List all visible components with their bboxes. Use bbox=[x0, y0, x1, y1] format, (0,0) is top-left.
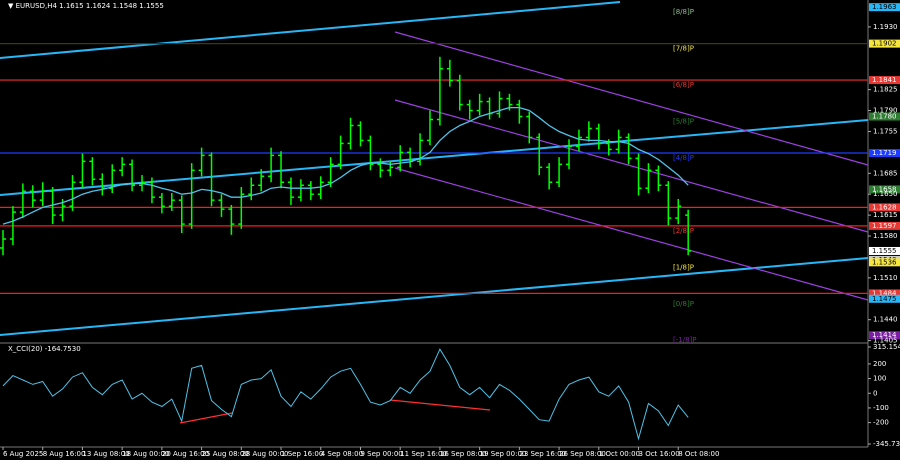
level-box bbox=[869, 112, 900, 121]
level-label: 1.1902 bbox=[872, 40, 897, 48]
channel-upper bbox=[0, 1, 621, 59]
x-tick-label: 19 Sep 00:00 bbox=[480, 450, 527, 458]
x-tick-label: 1 Oct 00:00 bbox=[599, 450, 640, 458]
indicator-tick-label: 200 bbox=[873, 360, 886, 368]
divergence-line bbox=[389, 399, 491, 411]
x-tick-label: 6 Aug 2025 bbox=[3, 450, 43, 458]
levels: 1.1963 [8/8]P 1.1902 [7/8]P 1.1841 [6/8]P 1.17… bbox=[0, 3, 900, 344]
level-box bbox=[869, 289, 900, 298]
level-box bbox=[869, 294, 900, 303]
level-box bbox=[869, 203, 900, 212]
x-tick-label: 4 Sep 08:00 bbox=[321, 450, 363, 458]
level-label: 1.1597 bbox=[872, 222, 897, 230]
level-box bbox=[869, 185, 900, 194]
y-tick-label: 1.1825 bbox=[873, 86, 898, 94]
y-tick-label: 1.1685 bbox=[873, 169, 898, 177]
level-label: 1.1555 bbox=[872, 247, 897, 255]
indicator-tick-label: -345.7325 bbox=[873, 440, 900, 448]
chart-title: ▼ EURUSD,H4 1.1615 1.1624 1.1548 1.1555 bbox=[8, 2, 164, 10]
level-tag: [5/8]P bbox=[673, 118, 694, 126]
level-label: 1.1414 bbox=[872, 331, 897, 339]
down-channel-upper bbox=[394, 31, 869, 166]
x-tick-label: 16 Sep 08:00 bbox=[440, 450, 487, 458]
y-tick-label: 1.1650 bbox=[873, 190, 898, 198]
level-tag: [0/8]P bbox=[673, 300, 694, 308]
down-channel-lower bbox=[394, 167, 869, 301]
x-tick-label: 25 Aug 08:00 bbox=[202, 450, 249, 458]
x-tick-label: 13 Aug 08:00 bbox=[82, 450, 129, 458]
level-tag: [8/8]P bbox=[673, 8, 694, 16]
level-tag: [7/8]P bbox=[673, 45, 694, 53]
x-tick-label: 8 Aug 16:00 bbox=[43, 450, 86, 458]
indicator-tick-label: 100 bbox=[873, 375, 886, 383]
y-tick-label: 1.1755 bbox=[873, 127, 898, 135]
level-label: 1.1484 bbox=[872, 289, 897, 297]
cci-line bbox=[2, 348, 689, 441]
level-label: 1.1475 bbox=[872, 295, 897, 303]
x-tick-label: 9 Sep 00:00 bbox=[360, 450, 402, 458]
level-box bbox=[869, 331, 900, 340]
down-channel-middle bbox=[394, 99, 869, 233]
level-box bbox=[869, 76, 900, 85]
level-label: 1.1780 bbox=[872, 113, 897, 121]
indicator-tick-label: -200 bbox=[873, 419, 889, 427]
x-tick-label: 26 Sep 08:00 bbox=[559, 450, 606, 458]
channel-lower bbox=[0, 257, 869, 336]
y-tick-label: 1.1615 bbox=[873, 211, 898, 219]
level-label: 1.1841 bbox=[872, 76, 897, 84]
level-tag: [2/8]P bbox=[673, 227, 694, 235]
level-box bbox=[869, 221, 900, 230]
marks bbox=[0, 56, 692, 441]
level-label: 1.1963 bbox=[872, 3, 897, 11]
y-tick-label: 1.1440 bbox=[873, 316, 898, 324]
level-box bbox=[869, 39, 900, 48]
indicator-title: X_CCI(20) -164.7530 bbox=[8, 345, 81, 353]
level-box bbox=[869, 258, 900, 267]
level-label: 1.1719 bbox=[872, 149, 897, 157]
y-tick-label: 1.1580 bbox=[873, 232, 898, 240]
level-label: 1.1628 bbox=[872, 203, 897, 211]
y-tick-label: 1.1405 bbox=[873, 337, 898, 345]
level-tag: [6/8]P bbox=[673, 81, 694, 89]
level-tag: [1/8]P bbox=[673, 263, 694, 271]
x-tick-label: 23 Sep 16:00 bbox=[519, 450, 566, 458]
level-tag: [-1/8]P bbox=[673, 336, 696, 344]
moving-average bbox=[2, 106, 689, 225]
divergence-line bbox=[179, 412, 233, 424]
y-tick-label: 1.1510 bbox=[873, 274, 898, 282]
x-tick-label: 28 Aug 00:00 bbox=[241, 450, 288, 458]
x-tick-label: 1 Sep 16:00 bbox=[281, 450, 323, 458]
y-tick-label: 1.1790 bbox=[873, 107, 898, 115]
x-tick-label: 11 Sep 16:00 bbox=[400, 450, 447, 458]
indicator-tick-label: 0 bbox=[873, 389, 877, 397]
x-tick-label: 3 Oct 16:00 bbox=[639, 450, 680, 458]
indicator-tick-label: -100 bbox=[873, 404, 889, 412]
level-box bbox=[869, 246, 900, 255]
x-tick-label: 20 Aug 16:00 bbox=[162, 450, 209, 458]
y-tick-label: 1.1930 bbox=[873, 23, 898, 31]
x-tick-label: 18 Aug 00:00 bbox=[122, 450, 169, 458]
level-box bbox=[869, 3, 900, 12]
level-label: 1.1536 bbox=[872, 258, 897, 266]
x-tick-label: 8 Oct 08:00 bbox=[678, 450, 719, 458]
level-tag: [4/8]P bbox=[673, 154, 694, 162]
level-label: 1.1658 bbox=[872, 185, 897, 193]
level-box bbox=[869, 148, 900, 157]
